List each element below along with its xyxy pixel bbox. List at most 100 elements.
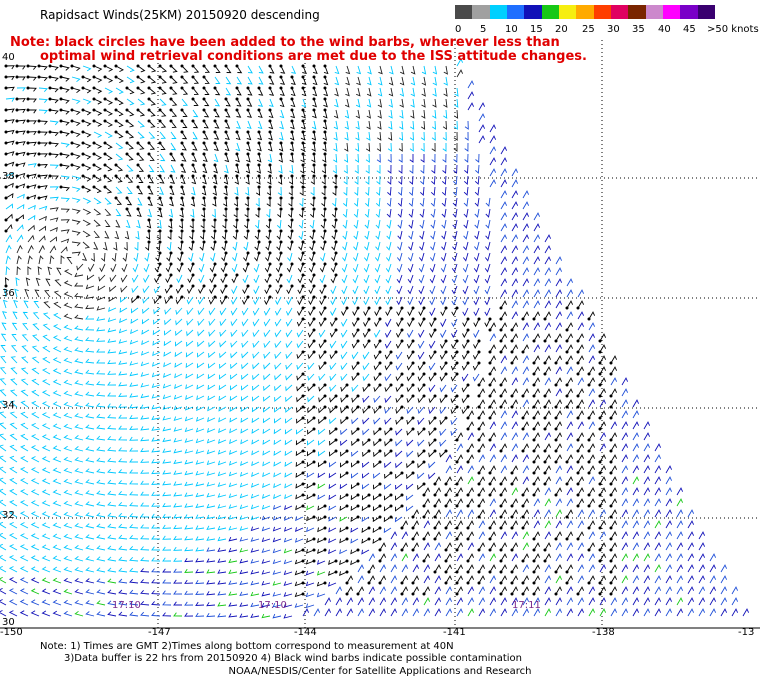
wind-barb xyxy=(140,590,150,595)
wind-barb xyxy=(0,378,7,386)
contamination-dot xyxy=(257,130,261,134)
wind-barb xyxy=(343,197,348,207)
wind-barb xyxy=(126,65,135,73)
wind-barb xyxy=(175,340,183,347)
contamination-dot xyxy=(257,86,261,90)
contamination-dot xyxy=(532,570,536,574)
wind-barb xyxy=(332,175,337,185)
contamination-dot xyxy=(488,482,492,486)
wind-barb xyxy=(328,549,337,555)
contamination-dot xyxy=(334,273,338,277)
wind-barb xyxy=(588,454,596,463)
wind-barb xyxy=(440,318,447,328)
wind-barb xyxy=(42,345,51,353)
wind-barb xyxy=(456,520,464,529)
wind-barb xyxy=(96,523,106,529)
wind-barb xyxy=(30,599,40,606)
wind-barb xyxy=(250,580,260,586)
wind-barb xyxy=(219,329,227,337)
wind-barb xyxy=(16,183,26,189)
contamination-dot xyxy=(92,64,96,68)
contamination-dot xyxy=(334,251,338,255)
wind-barb xyxy=(362,428,370,436)
wind-barb xyxy=(196,406,205,412)
wind-barb xyxy=(52,522,62,529)
wind-barb xyxy=(228,482,238,488)
wind-barb xyxy=(253,274,260,284)
wind-barb xyxy=(41,522,51,529)
wind-barb xyxy=(41,555,51,562)
wind-barb xyxy=(184,503,194,508)
contamination-dot xyxy=(301,405,305,409)
wind-barb xyxy=(566,355,574,364)
contamination-dot xyxy=(587,460,591,464)
contamination-dot xyxy=(301,86,305,90)
wind-barb xyxy=(431,131,436,141)
wind-barb xyxy=(209,274,216,284)
contamination-dot xyxy=(565,394,569,398)
contamination-dot xyxy=(389,427,393,431)
wind-barb xyxy=(423,608,431,617)
wind-barb xyxy=(208,362,216,369)
contamination-dot xyxy=(532,372,536,376)
contamination-dot xyxy=(356,515,360,519)
wind-barb xyxy=(301,120,306,130)
wind-barb xyxy=(126,186,133,194)
contamination-dot xyxy=(554,438,558,442)
contamination-dot xyxy=(532,416,536,420)
wind-barb xyxy=(96,578,106,584)
contamination-dot xyxy=(246,130,250,134)
wind-barb xyxy=(162,590,172,595)
wind-barb xyxy=(632,608,640,617)
contamination-dot xyxy=(609,471,613,475)
contamination-dot xyxy=(290,75,294,79)
wind-barb xyxy=(451,307,458,317)
wind-barb xyxy=(362,362,370,371)
wind-barb xyxy=(566,344,574,353)
wind-barb xyxy=(239,558,249,564)
wind-barb xyxy=(555,597,563,606)
contamination-dot xyxy=(400,317,404,321)
wind-barb xyxy=(544,256,552,265)
contamination-dot xyxy=(312,75,316,79)
wind-barb xyxy=(52,456,62,463)
wind-barb xyxy=(96,316,106,321)
contamination-dot xyxy=(455,570,459,574)
wind-barb xyxy=(104,131,113,139)
contamination-dot xyxy=(400,526,404,530)
contamination-dot xyxy=(378,339,382,343)
legend-swatch xyxy=(663,5,681,19)
contamination-dot xyxy=(92,152,96,156)
wind-barb xyxy=(423,575,431,584)
wind-barb xyxy=(312,98,317,108)
contamination-dot xyxy=(125,130,129,134)
wind-barb xyxy=(31,434,40,441)
wind-barb xyxy=(96,556,106,562)
wind-barb xyxy=(264,263,271,273)
contamination-dot xyxy=(235,108,239,112)
wind-barb xyxy=(236,109,242,118)
contamination-dot xyxy=(70,119,74,123)
wind-barb xyxy=(82,153,92,160)
wind-barb xyxy=(577,531,585,540)
contamination-dot xyxy=(389,471,393,475)
wind-barb xyxy=(522,311,530,320)
wind-barb xyxy=(632,586,640,595)
wind-barb xyxy=(27,224,35,232)
wind-barb xyxy=(295,483,304,489)
wind-barb xyxy=(261,613,271,619)
wind-barb xyxy=(434,487,442,496)
wind-barb xyxy=(511,212,519,221)
wind-barb xyxy=(544,476,552,485)
contamination-dot xyxy=(4,218,8,222)
contamination-dot xyxy=(466,339,470,343)
wind-barb xyxy=(441,219,447,229)
wind-barb xyxy=(163,340,172,347)
contamination-dot xyxy=(202,218,206,222)
wind-barb xyxy=(332,186,337,196)
wind-barb xyxy=(386,230,392,240)
wind-barb xyxy=(676,586,684,595)
wind-barb xyxy=(173,601,182,606)
wind-barb xyxy=(533,300,541,309)
wind-barb xyxy=(377,131,382,141)
